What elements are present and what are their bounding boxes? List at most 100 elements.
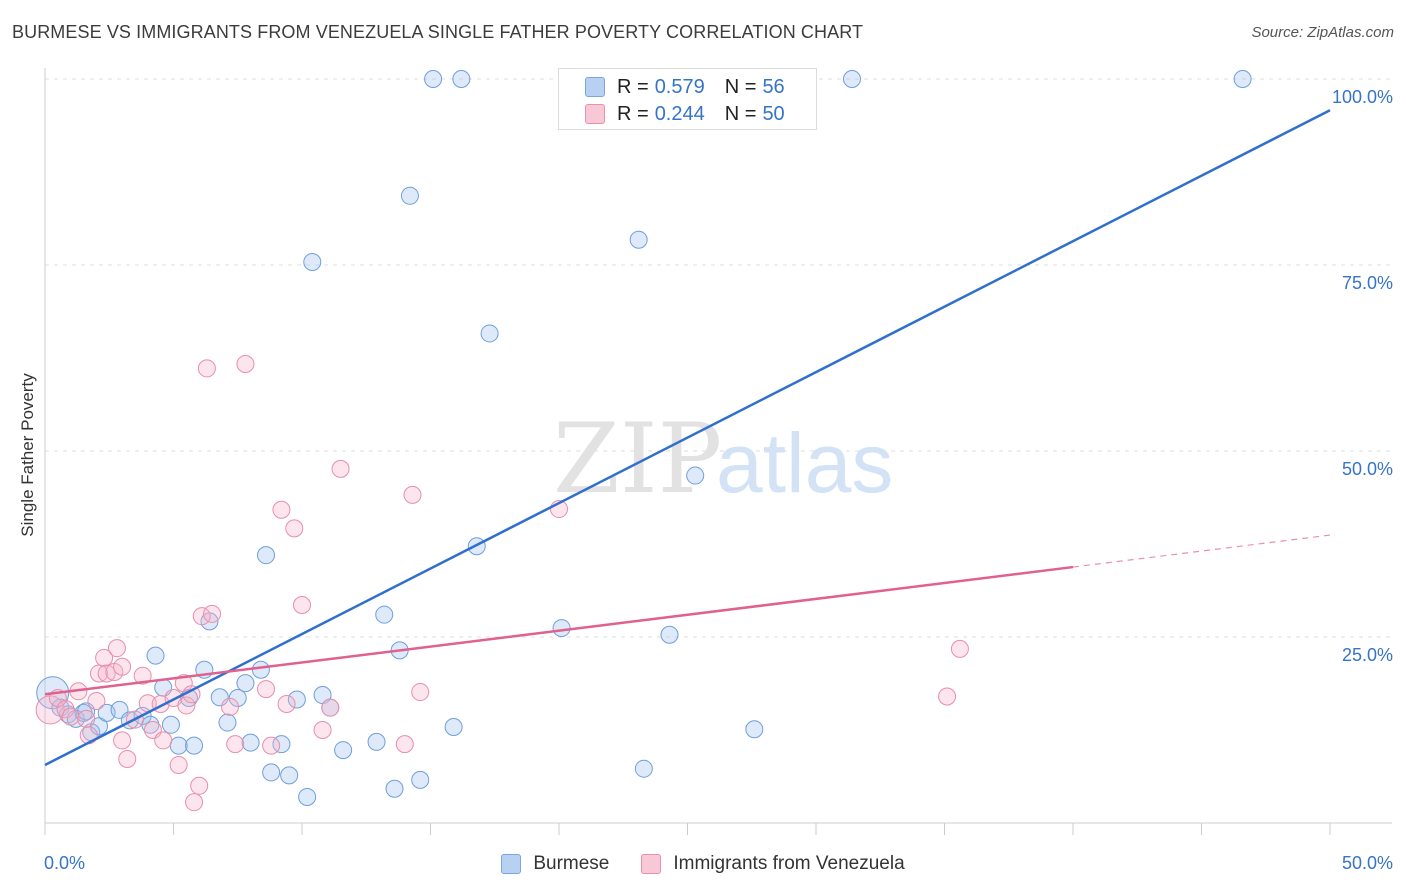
point-burmese [552,619,571,638]
point-burmese [660,625,679,644]
legend-r-value-venezuela: 0.244 [654,102,705,125]
point-venezuela [257,680,276,699]
legend-item-venezuela[interactable]: Immigrants from Venezuela [641,853,905,875]
point-venezuela [403,485,422,504]
y-axis-label: Single Father Poverty [18,373,37,537]
y-tick-labels: 25.0% 50.0% 75.0% 100.0% [1332,87,1393,665]
point-venezuela [61,707,80,726]
point-burmese [480,324,499,343]
point-burmese [161,715,180,734]
point-venezuela [35,695,65,725]
legend-swatch-burmese [501,854,522,874]
x-tick-label-min: 0.0% [44,853,85,873]
point-burmese [303,253,322,272]
point-venezuela [107,639,126,658]
x-tick-labels: 0.0% 50.0% [44,853,1393,873]
legend-item-burmese[interactable]: Burmese [501,853,609,875]
legend-r-value-burmese: 0.579 [654,75,705,98]
point-burmese [185,736,204,755]
point-venezuela [293,596,311,615]
point-burmese [1233,70,1252,88]
point-venezuela [113,731,132,750]
point-burmese [262,763,281,782]
point-venezuela [113,657,132,676]
legend-swatch-burmese [585,77,605,97]
point-burmese [287,690,306,709]
legend-row-burmese: R = 0.579 N = 56 [585,75,785,99]
point-burmese [251,660,270,679]
point-burmese [745,720,764,739]
point-venezuela [938,687,957,706]
point-venezuela [950,639,969,658]
point-venezuela [226,735,245,754]
point-venezuela [169,755,188,774]
point-burmese [169,736,188,755]
point-venezuela [285,519,304,538]
x-tick-label-max: 50.0% [1342,853,1393,873]
legend-n-value-burmese: 56 [762,75,785,98]
point-venezuela [411,683,430,702]
point-burmese [452,70,471,88]
legend-r-label: R = [617,75,649,98]
series-legend: Burmese Immigrants from Venezuela [0,850,1406,878]
chart-title: BURMESE VS IMMIGRANTS FROM VENEZUELA SIN… [12,22,864,42]
point-venezuela [133,666,152,685]
point-burmese [634,759,653,778]
legend-n-label: N = [724,75,757,98]
legend-n-value-venezuela: 50 [762,102,785,125]
point-burmese [241,733,260,752]
point-burmese [367,732,386,751]
point-burmese [334,741,353,760]
point-venezuela [331,459,350,478]
y-tick-label: 100.0% [1332,87,1393,107]
watermark: ZIP atlas [553,403,893,515]
point-venezuela [203,604,222,623]
point-burmese [444,718,463,737]
point-venezuela [118,750,137,769]
point-venezuela [79,726,98,745]
point-burmese [375,605,394,624]
y-tick-label: 50.0% [1342,459,1393,479]
point-venezuela [95,648,114,667]
trend-line-venezuela [44,565,1074,696]
point-venezuela [154,731,173,750]
source-label: Source: ZipAtlas.com [1251,24,1394,41]
point-venezuela [321,698,340,717]
point-venezuela [77,709,96,728]
point-venezuela [190,776,209,795]
point-venezuela [395,735,414,754]
point-burmese [686,466,705,485]
point-venezuela [313,721,332,739]
point-venezuela [221,697,240,716]
point-burmese [236,674,255,693]
point-burmese [629,230,648,249]
y-tick-label: 25.0% [1342,645,1393,665]
point-burmese [400,186,419,205]
point-burmese [842,70,861,88]
point-burmese [424,70,443,88]
legend-row-venezuela: R = 0.244 N = 50 [585,102,785,126]
point-burmese [257,546,276,565]
point-burmese [411,770,430,789]
point-venezuela [272,500,291,519]
y-tick-label: 75.0% [1342,273,1393,293]
point-venezuela [262,736,281,755]
watermark-zip: ZIP [553,403,722,515]
point-venezuela [185,793,204,812]
trend-lines [44,109,1331,767]
watermark-atlas: atlas [716,416,893,510]
point-venezuela [97,664,116,683]
legend-swatch-venezuela [641,854,662,874]
point-venezuela [236,354,255,373]
trend-line-burmese [44,109,1331,767]
trend-line-extension-venezuela [1072,534,1331,568]
point-venezuela [197,359,216,378]
legend-n-label: N = [724,102,757,125]
legend-swatch-venezuela [585,104,605,124]
point-venezuela [277,694,296,713]
legend-label-venezuela: Immigrants from Venezuela [673,853,905,874]
point-burmese [146,646,165,665]
point-burmese [218,713,237,732]
point-burmese [385,779,404,798]
